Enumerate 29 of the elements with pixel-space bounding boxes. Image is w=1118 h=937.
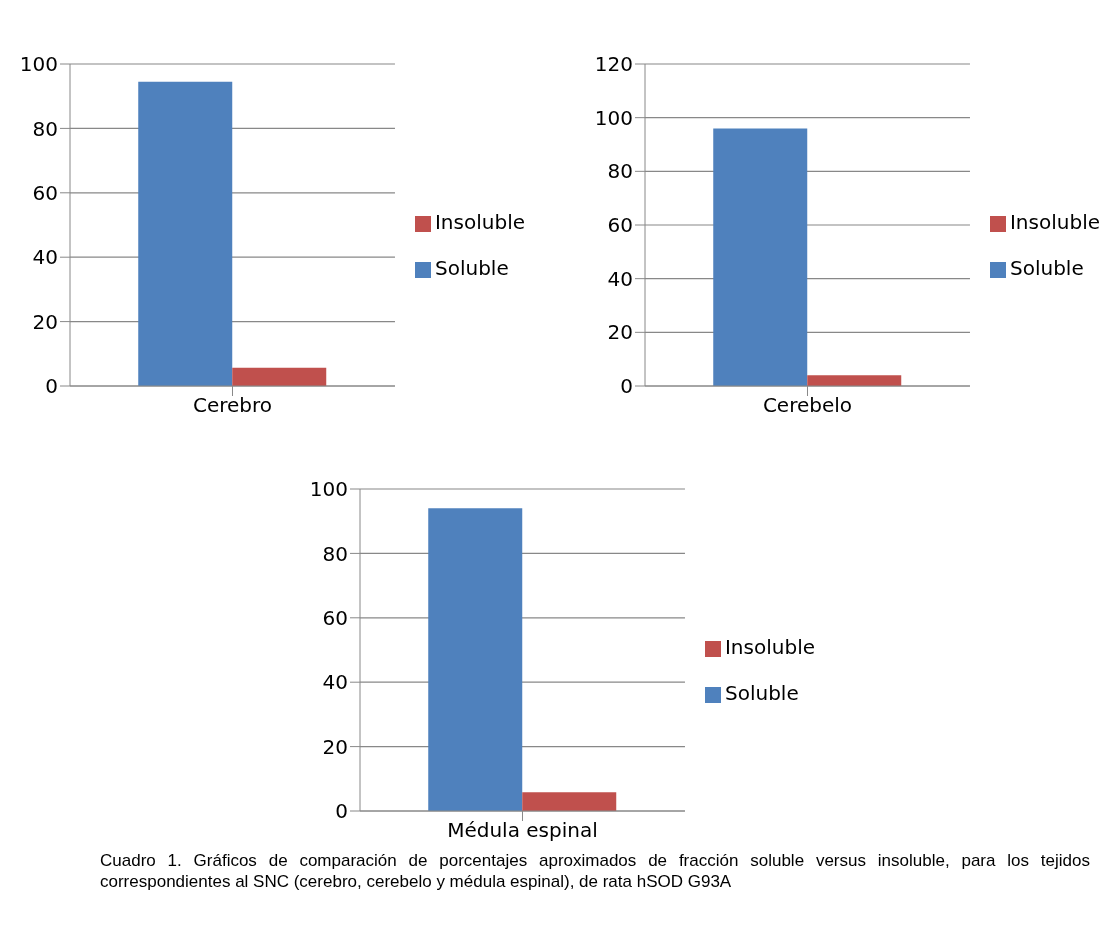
y-tick-label: 80 <box>32 116 58 141</box>
legend-label: Soluble <box>434 256 509 280</box>
y-tick-label: 20 <box>607 320 633 345</box>
y-tick-label: 20 <box>322 734 348 759</box>
text: Cuadro 1. Gráficos de comparación de porcentajes aproximados de fracción soluble versus insoluble, para los tejidos correspondientes al SNC (cerebro, cerebelo y médula espinal), de rata hSOD G93A <box>100 850 1090 892</box>
y-tick-label: 40 <box>322 670 348 695</box>
legend-label: Insoluble <box>724 635 815 659</box>
legend-label: Insoluble <box>1009 210 1100 234</box>
y-tick-label: 100 <box>594 105 633 130</box>
y-tick-label: 60 <box>322 605 348 630</box>
legend-label: Soluble <box>724 681 799 705</box>
y-tick-label: 100 <box>19 52 58 77</box>
x-tick-label: Cerebelo <box>762 393 853 418</box>
y-tick-label: 120 <box>594 52 633 77</box>
y-tick-label: 40 <box>32 245 58 270</box>
x-tick-label: Cerebro <box>192 393 273 418</box>
y-tick-label: 20 <box>32 309 58 334</box>
y-tick-label: 60 <box>32 180 58 205</box>
y-tick-label: 0 <box>45 374 58 399</box>
y-tick-label: 80 <box>607 159 633 184</box>
y-tick-label: 100 <box>309 477 348 502</box>
y-tick-label: 0 <box>620 374 633 399</box>
y-tick-label: 0 <box>335 799 348 824</box>
legend-label: Insoluble <box>434 210 525 234</box>
x-tick-label: Médula espinal <box>447 818 598 843</box>
legend-label: Soluble <box>1009 256 1084 280</box>
y-tick-label: 60 <box>607 213 633 238</box>
y-tick-label: 80 <box>322 541 348 566</box>
y-tick-label: 40 <box>607 266 633 291</box>
